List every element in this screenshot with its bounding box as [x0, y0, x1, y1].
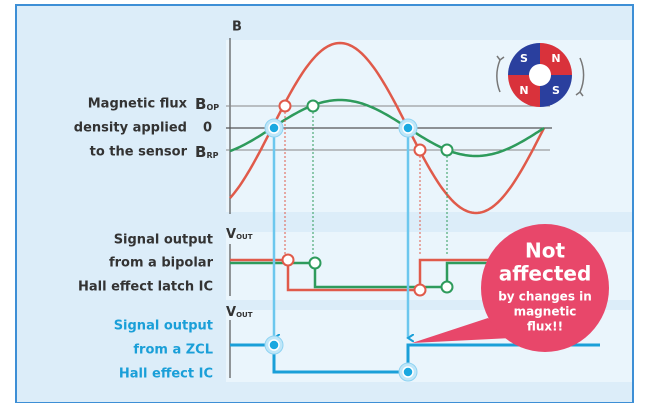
switch-point — [442, 145, 453, 156]
switch-point — [308, 101, 319, 112]
zero-cross — [269, 340, 279, 350]
zcl-label: Signal output — [114, 319, 213, 334]
switch-point — [310, 258, 321, 269]
switch-point — [283, 255, 294, 266]
latch-label: Hall effect latch IC — [78, 280, 213, 295]
latch-label: from a bipolar — [109, 256, 214, 271]
callout-text: by changes in — [498, 290, 592, 304]
graph-label: density applied — [74, 121, 187, 136]
pole: N — [551, 52, 560, 65]
pole: N — [519, 84, 528, 97]
graph-label: Magnetic flux — [88, 97, 188, 112]
zero-cross — [269, 123, 279, 133]
zero-cross — [403, 367, 413, 377]
callout-text: magnetic — [514, 305, 577, 319]
zcl-label: Hall effect IC — [119, 367, 213, 382]
zero-label: 0 — [203, 121, 212, 136]
switch-point — [415, 145, 426, 156]
zero-cross — [403, 123, 413, 133]
page: B Magnetic flux density applied to the s… — [0, 0, 646, 403]
switch-point — [280, 101, 291, 112]
pole: S — [520, 52, 528, 65]
callout-text: Not — [525, 239, 565, 263]
switch-point — [415, 285, 426, 296]
zcl-label: from a ZCL — [133, 343, 213, 358]
switch-point — [442, 282, 453, 293]
callout-text: affected — [499, 262, 592, 286]
band — [226, 40, 632, 212]
callout-text: flux!! — [527, 320, 563, 334]
axis-label: B — [232, 20, 242, 35]
latch-label: Signal output — [114, 233, 213, 248]
pole: S — [552, 84, 560, 97]
diagram: B Magnetic flux density applied to the s… — [0, 0, 646, 403]
graph-label: to the sensor — [90, 145, 188, 160]
